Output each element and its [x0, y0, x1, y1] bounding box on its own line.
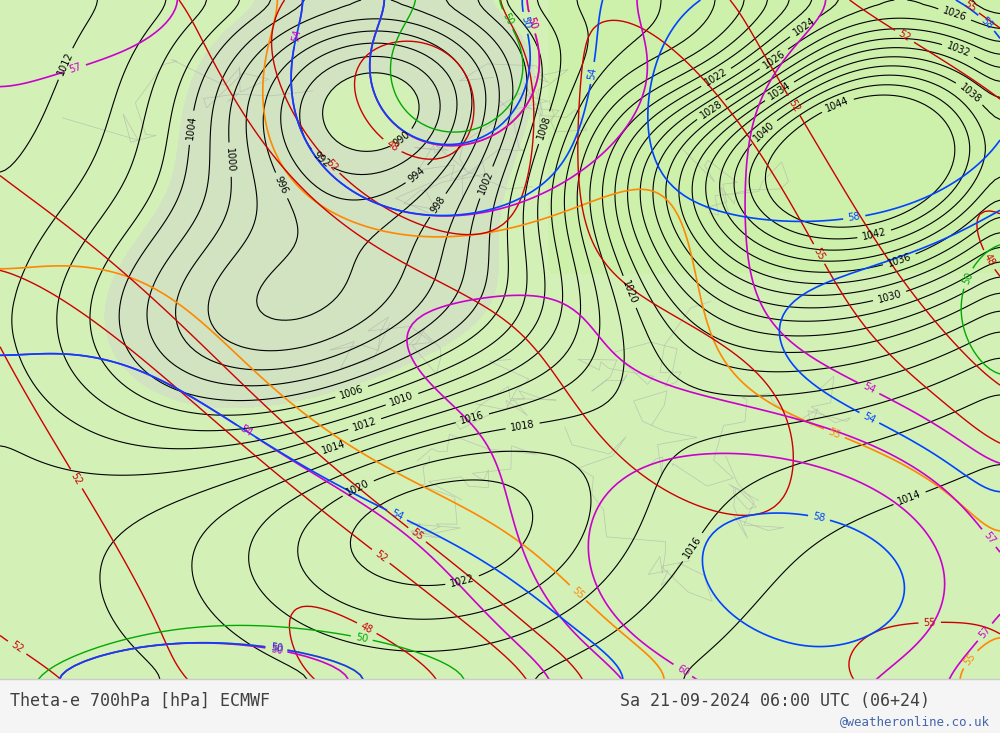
Text: 1032: 1032	[945, 41, 972, 59]
Text: 1004: 1004	[185, 115, 198, 141]
Text: @weatheronline.co.uk: @weatheronline.co.uk	[840, 715, 990, 728]
Text: 57: 57	[981, 530, 997, 546]
Text: 50: 50	[961, 270, 975, 286]
Text: 52: 52	[324, 157, 340, 173]
Text: 996: 996	[273, 175, 290, 196]
Text: 1016: 1016	[681, 534, 703, 560]
Text: 54: 54	[862, 381, 877, 396]
Text: 50: 50	[500, 12, 515, 27]
Text: 55: 55	[962, 651, 978, 667]
Text: 54: 54	[389, 508, 405, 523]
Text: 1034: 1034	[766, 81, 792, 102]
Text: 52: 52	[897, 29, 912, 44]
Text: 1012: 1012	[351, 416, 378, 432]
Text: 54: 54	[862, 410, 877, 425]
Text: 1020: 1020	[345, 478, 371, 498]
Text: 1018: 1018	[510, 419, 536, 432]
Text: 1036: 1036	[886, 251, 913, 268]
Text: 1042: 1042	[861, 227, 887, 243]
Text: 55: 55	[923, 617, 936, 627]
Text: 1010: 1010	[389, 391, 415, 408]
Text: 1028: 1028	[698, 98, 724, 120]
Text: 1030: 1030	[877, 288, 903, 304]
Text: 1002: 1002	[477, 169, 495, 196]
Text: 54: 54	[587, 66, 598, 80]
Text: 55: 55	[409, 527, 425, 542]
Text: 57: 57	[977, 624, 993, 640]
Text: 55: 55	[962, 0, 978, 14]
Text: 52: 52	[9, 640, 25, 655]
Text: 1038: 1038	[957, 81, 982, 105]
Text: 990: 990	[392, 129, 412, 149]
Text: 1012: 1012	[56, 51, 75, 77]
Text: 48: 48	[981, 252, 996, 268]
Text: 50: 50	[525, 15, 539, 30]
Text: 50: 50	[519, 15, 532, 30]
Text: 1016: 1016	[459, 410, 485, 426]
Text: 1006: 1006	[339, 383, 365, 400]
Text: 1020: 1020	[620, 279, 639, 305]
Text: 48: 48	[359, 621, 375, 636]
Text: 55: 55	[827, 426, 842, 441]
Text: 992: 992	[311, 150, 332, 170]
Text: 57: 57	[68, 62, 83, 75]
Text: 1022: 1022	[703, 67, 729, 88]
Text: 55: 55	[570, 585, 586, 601]
Text: 994: 994	[407, 165, 427, 184]
Text: 1040: 1040	[751, 119, 776, 144]
Text: 1044: 1044	[824, 95, 851, 114]
Text: Theta-e 700hPa [hPa] ECMWF: Theta-e 700hPa [hPa] ECMWF	[10, 692, 270, 710]
Text: 50: 50	[270, 642, 283, 655]
Text: 58: 58	[812, 512, 826, 524]
Text: 52: 52	[69, 471, 84, 487]
Text: 998: 998	[428, 195, 447, 216]
Text: 1022: 1022	[449, 573, 476, 589]
Text: Sa 21-09-2024 06:00 UTC (06+24): Sa 21-09-2024 06:00 UTC (06+24)	[620, 692, 930, 710]
Text: 50: 50	[269, 644, 283, 656]
Text: 55: 55	[812, 246, 827, 262]
Text: 1008: 1008	[535, 114, 553, 141]
Text: 52: 52	[786, 97, 801, 114]
Text: 50: 50	[525, 15, 539, 30]
Text: 58: 58	[847, 212, 861, 224]
Text: 1026: 1026	[942, 6, 968, 23]
Text: 1000: 1000	[224, 147, 236, 172]
Text: 52: 52	[373, 548, 389, 564]
Text: 54: 54	[238, 424, 254, 439]
Text: 50: 50	[270, 642, 283, 655]
Text: 1024: 1024	[791, 15, 817, 38]
Text: 58: 58	[979, 15, 994, 31]
Text: 50: 50	[355, 632, 369, 644]
Text: 48: 48	[384, 139, 400, 153]
Text: 54: 54	[290, 29, 303, 43]
Text: 1026: 1026	[761, 48, 787, 70]
Text: 1014: 1014	[321, 438, 347, 455]
Text: 60: 60	[675, 663, 691, 678]
Text: 1014: 1014	[896, 489, 923, 507]
